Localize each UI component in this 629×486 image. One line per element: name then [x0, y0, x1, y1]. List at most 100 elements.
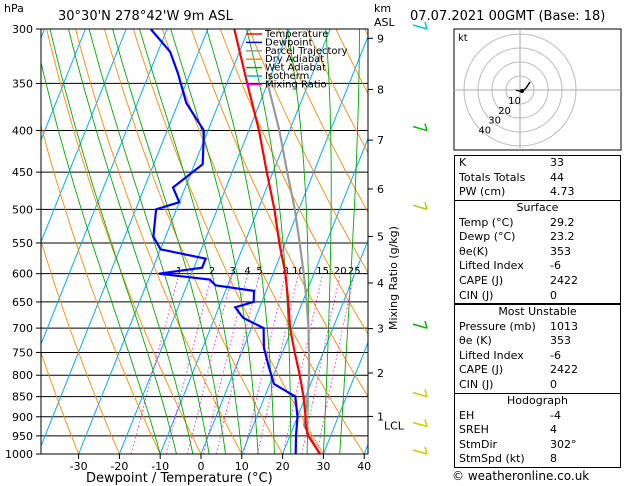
stat-value: 353 [550, 244, 571, 258]
stat-row: Temp (°C) 29.2 [455, 216, 620, 231]
stat-label: StmDir [459, 437, 498, 451]
stat-row: Lifted Index -6 [455, 259, 620, 274]
stat-value: 302° [550, 437, 577, 451]
pressure-tick-label: 400 [12, 125, 33, 138]
isotherm-line [78, 29, 250, 454]
hodograph-ring-label: 20 [498, 106, 511, 117]
km-tick-label: 1 [377, 410, 384, 423]
hodograph-panel: Hodograph EH -4 SREH 4 StmDir 302° StmSpd (kt)… [454, 393, 621, 468]
isotherm-line [0, 29, 4, 454]
stat-row: CIN (J) 0 [455, 289, 620, 304]
wind-barb [412, 421, 428, 428]
mixing-ratio-label: 5 [256, 266, 262, 277]
stat-label: CIN (J) [459, 377, 494, 391]
km-tick-label: 2 [377, 367, 384, 380]
wind-barb [412, 204, 428, 211]
stat-value: 2422 [550, 363, 578, 377]
wet-adiabat-line [112, 29, 226, 454]
wet-adiabat-line [286, 29, 310, 454]
stat-value: 8 [550, 452, 557, 466]
parcel-trajectory-line [266, 83, 322, 454]
mixing-ratio-line [316, 273, 355, 454]
isotherm-line [200, 35, 368, 454]
dry-adiabat-line [248, 29, 368, 274]
legend-entry: Dry Adiabat [265, 54, 324, 65]
pressure-tick-label: 950 [12, 430, 33, 443]
x-tick-label: 30 [316, 460, 330, 473]
dry-adiabat-line [46, 29, 202, 454]
hodograph-stats-title: Hodograph [507, 394, 568, 407]
isotherm-line [322, 341, 368, 454]
mixing-ratio-line [130, 273, 180, 454]
hodograph-ring-label: 40 [478, 126, 491, 137]
temperature-line [233, 29, 322, 454]
wind-barb-flag [424, 21, 428, 30]
mixing-ratio-label: 3 [229, 266, 235, 277]
mixing-ratio-label: 4 [244, 266, 250, 277]
wind-barb-flag [424, 446, 428, 455]
mixing-ratio-label: 15 [316, 266, 329, 277]
stat-value: 353 [550, 334, 571, 348]
stat-row: Totals Totals 44 [455, 171, 620, 186]
stat-value: 44 [550, 170, 564, 184]
wind-barb [412, 323, 428, 329]
legend-entry: Mixing Ratio [265, 79, 327, 90]
stat-label: θe (K) [459, 334, 492, 348]
mixing-ratio-label: 25 [348, 266, 361, 277]
mixing-ratio-axis-label: Mixing Ratio (g/kg) [387, 226, 400, 330]
stat-row: CIN (J) 0 [455, 378, 620, 393]
mixing-ratio-label: 20 [334, 266, 347, 277]
chart-background-lines [0, 29, 629, 454]
wet-adiabat-line [88, 29, 210, 454]
km-tick-label: 3 [377, 323, 384, 336]
lcl-label: LCL [384, 420, 405, 433]
hodograph-trace [515, 81, 531, 93]
stat-row: PW (cm) 4.73 [455, 185, 620, 200]
pressure-tick-label: 600 [12, 268, 33, 281]
pressure-tick-label: 550 [12, 237, 33, 250]
stat-row: K 33 [455, 156, 620, 171]
hodograph-ring-label: 10 [508, 96, 521, 107]
x-tick-label: 40 [357, 460, 371, 473]
hodograph-unit-label: kt [458, 33, 468, 44]
dry-adiabat-line [132, 29, 324, 454]
mixing-ratio-label: 10 [292, 266, 305, 277]
location-title: 30°30'N 278°42'W 9m ASL [58, 9, 234, 24]
stat-row: θe(K) 353 [455, 245, 620, 260]
asl-label: ASL [374, 16, 396, 29]
legend-entry: Isotherm [265, 71, 309, 82]
mixing-ratio-line [215, 273, 260, 454]
km-tick-label: 5 [377, 230, 384, 243]
x-tick-label: -10 [151, 460, 169, 473]
unstable-panel: Most Unstable Pressure (mb) 1013 θe (K) 353… [454, 304, 621, 394]
stat-row: Pressure (mb) 1013 [455, 320, 620, 335]
surface-panel: Surface Temp (°C) 29.2 Dewp (°C) 23.2 θe(K) 3… [454, 200, 621, 305]
isotherm-line [241, 137, 368, 454]
km-tick-label: 6 [377, 183, 384, 196]
wet-adiabat-line [245, 29, 292, 454]
stat-value: 23.2 [550, 230, 575, 244]
stat-value: 29.2 [550, 215, 575, 229]
wind-barb [412, 391, 428, 398]
stat-label: EH [459, 408, 475, 422]
stat-label: PW (cm) [459, 185, 506, 199]
stat-label: StmSpd (kt) [459, 452, 525, 466]
x-tick-label: -20 [110, 460, 128, 473]
km-tick-label: 7 [377, 134, 384, 147]
dry-adiabat-line [277, 29, 368, 214]
wind-barb-flag [424, 419, 428, 427]
pressure-tick-label: 500 [12, 203, 33, 216]
stat-label: CAPE (J) [459, 363, 504, 377]
km-label: km [374, 2, 391, 15]
stat-label: Lifted Index [459, 259, 524, 273]
x-tick-label: 20 [276, 460, 290, 473]
wind-barb-flag [424, 123, 428, 131]
x-axis-label: Dewpoint / Temperature (°C) [86, 471, 273, 486]
dry-adiabat-line [625, 29, 629, 454]
storm-motion-marker [520, 89, 524, 93]
wet-adiabat-line [170, 29, 259, 454]
dry-adiabat-line [306, 29, 368, 154]
dry-adiabat-line [41, 351, 80, 454]
